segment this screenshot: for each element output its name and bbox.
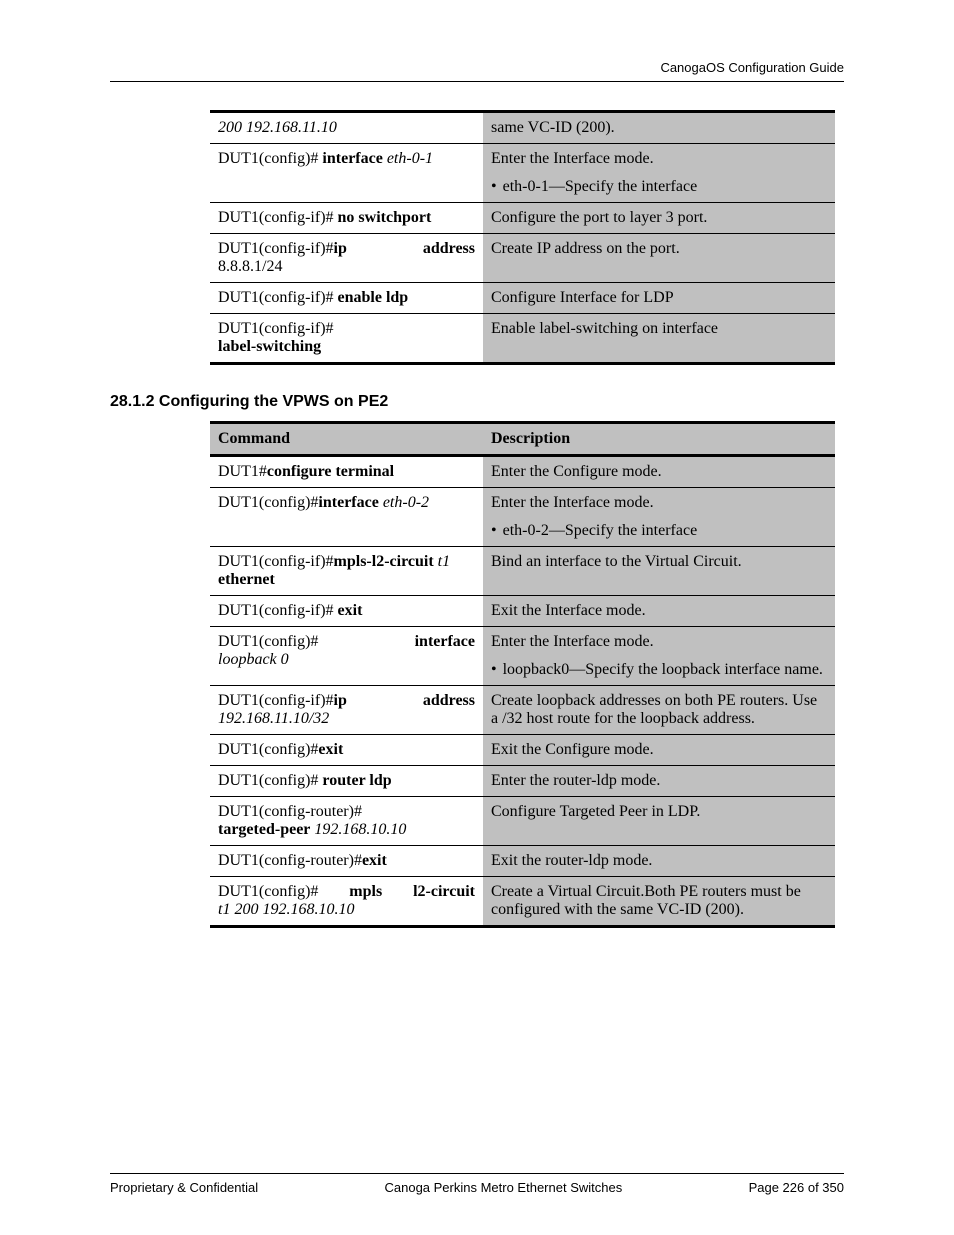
command-cell: DUT1(config-router)#targeted-peer 192.16… xyxy=(210,797,483,846)
table-row: DUT1(config)# interface eth-0-1Enter the… xyxy=(210,144,835,203)
page-footer: Proprietary & Confidential Canoga Perkin… xyxy=(110,1173,844,1195)
page: CanogaOS Configuration Guide 200 192.168… xyxy=(0,0,954,1235)
table-row: DUT1(config-if)#ip address8.8.8.1/24Crea… xyxy=(210,234,835,283)
description-cell: Configure Interface for LDP xyxy=(483,283,835,314)
table-row: DUT1(config)# interfaceloopback 0Enter t… xyxy=(210,627,835,686)
command-cell: DUT1(config)# mpls l2-circuitt1 200 192.… xyxy=(210,877,483,927)
table-row: DUT1(config)#exitExit the Configure mode… xyxy=(210,735,835,766)
table-row: DUT1(config)# router ldpEnter the router… xyxy=(210,766,835,797)
description-cell: Enter the Configure mode. xyxy=(483,456,835,488)
table-row: DUT1(config)#interface eth-0-2Enter the … xyxy=(210,488,835,547)
table-row: 200 192.168.11.10same VC-ID (200). xyxy=(210,112,835,144)
command-cell: DUT1#configure terminal xyxy=(210,456,483,488)
table2-header-description: Description xyxy=(483,423,835,456)
command-table-1: 200 192.168.11.10same VC-ID (200).DUT1(c… xyxy=(210,110,835,365)
description-cell: Enter the Interface mode.•eth-0-2—Specif… xyxy=(483,488,835,547)
description-cell: Bind an interface to the Virtual Circuit… xyxy=(483,547,835,596)
description-cell: Enable label-switching on interface xyxy=(483,314,835,364)
description-cell: Enter the router-ldp mode. xyxy=(483,766,835,797)
command-cell: DUT1(config)#exit xyxy=(210,735,483,766)
command-cell: DUT1(config-if)# enable ldp xyxy=(210,283,483,314)
command-cell: DUT1(config)# router ldp xyxy=(210,766,483,797)
command-cell: DUT1(config-if)# no switchport xyxy=(210,203,483,234)
description-cell: Enter the Interface mode.•eth-0-1—Specif… xyxy=(483,144,835,203)
command-cell: 200 192.168.11.10 xyxy=(210,112,483,144)
description-cell: Exit the Interface mode. xyxy=(483,596,835,627)
table-row: DUT1(config-router)#exitExit the router-… xyxy=(210,846,835,877)
page-header: CanogaOS Configuration Guide xyxy=(110,60,844,82)
command-cell: DUT1(config-router)#exit xyxy=(210,846,483,877)
table-row: DUT1(config-if)#mpls-l2-circuit t1 ether… xyxy=(210,547,835,596)
command-cell: DUT1(config)#interface eth-0-2 xyxy=(210,488,483,547)
section-heading: 28.1.2 Configuring the VPWS on PE2 xyxy=(110,393,844,411)
footer-left: Proprietary & Confidential xyxy=(110,1180,258,1195)
table2-header-row: Command Description xyxy=(210,423,835,456)
table-row: DUT1(config-if)# exitExit the Interface … xyxy=(210,596,835,627)
command-cell: DUT1(config-if)# exit xyxy=(210,596,483,627)
description-cell: Create loopback addresses on both PE rou… xyxy=(483,686,835,735)
description-cell: Exit the router-ldp mode. xyxy=(483,846,835,877)
command-cell: DUT1(config-if)#mpls-l2-circuit t1 ether… xyxy=(210,547,483,596)
table2-body: DUT1#configure terminalEnter the Configu… xyxy=(210,456,835,927)
table1-body: 200 192.168.11.10same VC-ID (200).DUT1(c… xyxy=(210,112,835,364)
description-cell: Configure the port to layer 3 port. xyxy=(483,203,835,234)
table-row: DUT1(config-if)#label-switchingEnable la… xyxy=(210,314,835,364)
table-row: DUT1(config)# mpls l2-circuitt1 200 192.… xyxy=(210,877,835,927)
description-cell: Configure Targeted Peer in LDP. xyxy=(483,797,835,846)
description-cell: Create a Virtual Circuit.Both PE routers… xyxy=(483,877,835,927)
footer-center: Canoga Perkins Metro Ethernet Switches xyxy=(384,1180,622,1195)
description-cell: Enter the Interface mode.•loopback0—Spec… xyxy=(483,627,835,686)
command-cell: DUT1(config)# interface eth-0-1 xyxy=(210,144,483,203)
table-row: DUT1(config-if)#ip address192.168.11.10/… xyxy=(210,686,835,735)
table-row: DUT1(config-if)# enable ldpConfigure Int… xyxy=(210,283,835,314)
table-row: DUT1(config-router)#targeted-peer 192.16… xyxy=(210,797,835,846)
description-cell: same VC-ID (200). xyxy=(483,112,835,144)
header-text: CanogaOS Configuration Guide xyxy=(660,60,844,75)
command-cell: DUT1(config-if)#ip address8.8.8.1/24 xyxy=(210,234,483,283)
command-table-2: Command Description DUT1#configure termi… xyxy=(210,421,835,928)
description-cell: Exit the Configure mode. xyxy=(483,735,835,766)
command-cell: DUT1(config-if)#label-switching xyxy=(210,314,483,364)
footer-right: Page 226 of 350 xyxy=(749,1180,844,1195)
table-row: DUT1#configure terminalEnter the Configu… xyxy=(210,456,835,488)
command-cell: DUT1(config-if)#ip address192.168.11.10/… xyxy=(210,686,483,735)
command-cell: DUT1(config)# interfaceloopback 0 xyxy=(210,627,483,686)
description-cell: Create IP address on the port. xyxy=(483,234,835,283)
table2-header-command: Command xyxy=(210,423,483,456)
table-row: DUT1(config-if)# no switchportConfigure … xyxy=(210,203,835,234)
